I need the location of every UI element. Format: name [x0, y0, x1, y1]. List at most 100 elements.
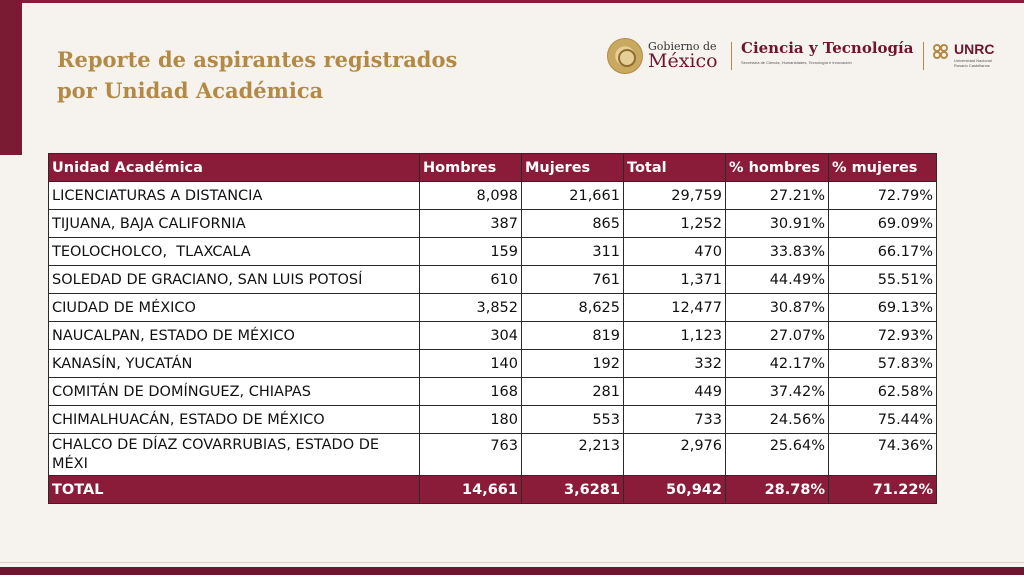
- mexico-seal-icon: [607, 38, 643, 74]
- cell-pct-mujeres: 72.93%: [828, 321, 937, 350]
- cell-unidad: KANASÍN, YUCATÁN: [48, 349, 420, 378]
- slide-title-line-2: por Unidad Académica: [57, 78, 324, 103]
- cell-pct-hombres: 27.07%: [725, 321, 829, 350]
- cell-pct-hombres: 27.21%: [725, 181, 829, 210]
- cell-pct-hombres: 44.49%: [725, 265, 829, 294]
- unrc-logo: UNRC: [954, 41, 995, 57]
- cell-unidad: CHALCO DE DÍAZ COVARRUBIAS, ESTADO DE MÉ…: [48, 433, 420, 476]
- cell-pct-mujeres: 69.13%: [828, 293, 937, 322]
- cell-pct-hombres: 42.17%: [725, 349, 829, 378]
- cell-hombres: 610: [419, 265, 522, 294]
- cell-unidad: CIUDAD DE MÉXICO: [48, 293, 420, 322]
- cell-total: 29,759: [623, 181, 726, 210]
- table-row: KANASÍN, YUCATÁN 140 192 332 42.17% 57.8…: [48, 349, 937, 378]
- left-accent-bar: [0, 0, 22, 155]
- cell-hombres: 3,852: [419, 293, 522, 322]
- cell-mujeres: 311: [521, 237, 624, 266]
- cell-total: 470: [623, 237, 726, 266]
- cell-mujeres: 761: [521, 265, 624, 294]
- cell-pct-hombres: 30.87%: [725, 293, 829, 322]
- cell-mujeres: 819: [521, 321, 624, 350]
- cell-unidad: SOLEDAD DE GRACIANO, SAN LUIS POTOSÍ: [48, 265, 420, 294]
- cell-mujeres: 553: [521, 405, 624, 434]
- total-pct-mujeres: 71.22%: [828, 475, 937, 504]
- cell-total: 332: [623, 349, 726, 378]
- total-mujeres: 3,6281: [521, 475, 624, 504]
- header-pct-mujeres: % mujeres: [828, 153, 937, 182]
- applicants-table: Unidad Académica Hombres Mujeres Total %…: [48, 153, 937, 504]
- cell-total: 733: [623, 405, 726, 434]
- cell-total: 1,371: [623, 265, 726, 294]
- cell-pct-mujeres: 69.09%: [828, 209, 937, 238]
- cell-mujeres: 281: [521, 377, 624, 406]
- total-pct-hombres: 28.78%: [725, 475, 829, 504]
- table-row: COMITÁN DE DOMÍNGUEZ, CHIAPAS 168 281 44…: [48, 377, 937, 406]
- cell-total: 12,477: [623, 293, 726, 322]
- cell-pct-hombres: 25.64%: [725, 433, 829, 476]
- cell-mujeres: 8,625: [521, 293, 624, 322]
- ciencia-tecnologia-subtitle: Secretaría de Ciencia, Humanidades, Tecn…: [741, 60, 852, 65]
- cell-pct-mujeres: 55.51%: [828, 265, 937, 294]
- cell-pct-hombres: 24.56%: [725, 405, 829, 434]
- slide-title: Reporte de aspirantes registrados por Un…: [57, 44, 457, 106]
- total-label: TOTAL: [48, 475, 420, 504]
- top-accent-strip: [0, 0, 1024, 3]
- cell-total: 449: [623, 377, 726, 406]
- cell-total: 1,252: [623, 209, 726, 238]
- header-total: Total: [623, 153, 726, 182]
- cell-pct-mujeres: 74.36%: [828, 433, 937, 476]
- table-row: TIJUANA, BAJA CALIFORNIA 387 865 1,252 3…: [48, 209, 937, 238]
- cell-unidad: TIJUANA, BAJA CALIFORNIA: [48, 209, 420, 238]
- slide-title-line-1: Reporte de aspirantes registrados: [57, 47, 458, 72]
- cell-total: 2,976: [623, 433, 726, 476]
- header-unidad: Unidad Académica: [48, 153, 420, 182]
- logo-separator: [923, 42, 924, 70]
- gobierno-label: Gobierno de: [648, 40, 717, 53]
- cell-unidad: LICENCIATURAS A DISTANCIA: [48, 181, 420, 210]
- cell-pct-mujeres: 57.83%: [828, 349, 937, 378]
- cell-mujeres: 21,661: [521, 181, 624, 210]
- footer-divider: [0, 562, 1024, 563]
- total-total: 50,942: [623, 475, 726, 504]
- table-total-row: TOTAL 14,661 3,6281 50,942 28.78% 71.22%: [48, 475, 937, 504]
- cell-mujeres: 2,213: [521, 433, 624, 476]
- cell-pct-mujeres: 75.44%: [828, 405, 937, 434]
- cell-unidad: TEOLOCHOLCO, TLAXCALA: [48, 237, 420, 266]
- table-row: SOLEDAD DE GRACIANO, SAN LUIS POTOSÍ 610…: [48, 265, 937, 294]
- cell-hombres: 763: [419, 433, 522, 476]
- table-row: CHALCO DE DÍAZ COVARRUBIAS, ESTADO DE MÉ…: [48, 433, 937, 476]
- cell-pct-mujeres: 66.17%: [828, 237, 937, 266]
- table-row: CHIMALHUACÁN, ESTADO DE MÉXICO 180 553 7…: [48, 405, 937, 434]
- table-row: LICENCIATURAS A DISTANCIA 8,098 21,661 2…: [48, 181, 937, 210]
- cell-unidad: NAUCALPAN, ESTADO DE MÉXICO: [48, 321, 420, 350]
- table-row: TEOLOCHOLCO, TLAXCALA 159 311 470 33.83%…: [48, 237, 937, 266]
- cell-hombres: 387: [419, 209, 522, 238]
- cell-unidad: CHIMALHUACÁN, ESTADO DE MÉXICO: [48, 405, 420, 434]
- header-hombres: Hombres: [419, 153, 522, 182]
- unrc-subtitle: Universidad Nacional Rosario Castellanos: [954, 58, 992, 68]
- cell-hombres: 8,098: [419, 181, 522, 210]
- cell-mujeres: 865: [521, 209, 624, 238]
- header-mujeres: Mujeres: [521, 153, 624, 182]
- cell-mujeres: 192: [521, 349, 624, 378]
- cell-hombres: 180: [419, 405, 522, 434]
- table-header-row: Unidad Académica Hombres Mujeres Total %…: [48, 153, 937, 182]
- cell-total: 1,123: [623, 321, 726, 350]
- cell-pct-hombres: 37.42%: [725, 377, 829, 406]
- table-row: NAUCALPAN, ESTADO DE MÉXICO 304 819 1,12…: [48, 321, 937, 350]
- cell-unidad: COMITÁN DE DOMÍNGUEZ, CHIAPAS: [48, 377, 420, 406]
- bottom-accent-bar: [0, 567, 1024, 575]
- cell-hombres: 159: [419, 237, 522, 266]
- cell-pct-hombres: 33.83%: [725, 237, 829, 266]
- table-row: CIUDAD DE MÉXICO 3,852 8,625 12,477 30.8…: [48, 293, 937, 322]
- total-hombres: 14,661: [419, 475, 522, 504]
- unrc-logo-icon: [933, 44, 951, 62]
- header-pct-hombres: % hombres: [725, 153, 829, 182]
- cell-hombres: 168: [419, 377, 522, 406]
- cell-hombres: 304: [419, 321, 522, 350]
- logo-separator: [731, 42, 732, 70]
- ciencia-tecnologia-logo: Ciencia y Tecnología: [741, 39, 914, 57]
- mexico-label: México: [648, 50, 718, 72]
- cell-pct-mujeres: 72.79%: [828, 181, 937, 210]
- cell-hombres: 140: [419, 349, 522, 378]
